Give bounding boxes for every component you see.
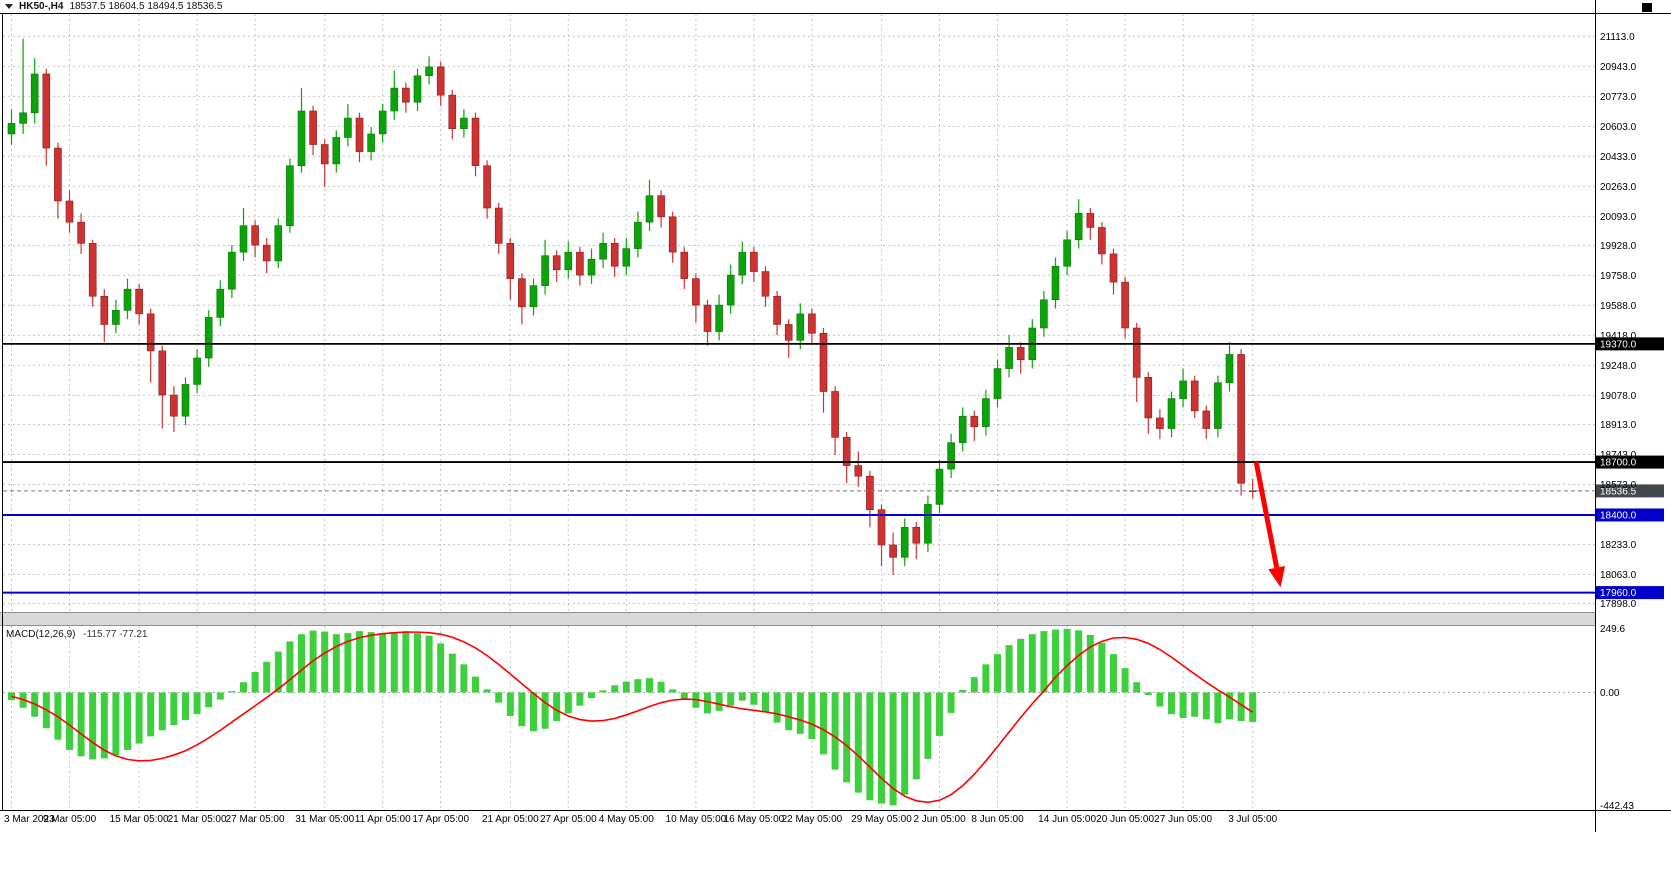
badge-support-18700	[1596, 455, 1664, 469]
macd-axis-labels: 249.6 0.00 -442.43	[1600, 624, 1634, 812]
svg-text:19248.0: 19248.0	[1600, 361, 1637, 372]
svg-text:18573.0: 18573.0	[1600, 480, 1637, 491]
svg-text:20603.0: 20603.0	[1600, 122, 1637, 133]
svg-text:20093.0: 20093.0	[1600, 212, 1637, 223]
svg-text:8 Jun 05:00: 8 Jun 05:00	[971, 814, 1024, 825]
svg-text:18743.0: 18743.0	[1600, 450, 1637, 461]
svg-text:20263.0: 20263.0	[1600, 182, 1637, 193]
macd-legend: MACD(12,26,9) -115.77 -77.21	[6, 629, 148, 640]
svg-text:11 Apr 05:00: 11 Apr 05:00	[355, 814, 411, 825]
svg-text:31 Mar 05:00: 31 Mar 05:00	[295, 814, 354, 825]
svg-text:15 Mar 05:00: 15 Mar 05:00	[110, 814, 169, 825]
ohlc-values: 18537.5 18604.5 18494.5 18536.5	[69, 1, 223, 12]
macd-histogram	[8, 628, 1257, 806]
macd-indicator-values: -115.77 -77.21	[83, 629, 148, 640]
svg-text:17 Apr 05:00: 17 Apr 05:00	[412, 814, 469, 825]
badge-bid-price	[1596, 484, 1664, 498]
svg-text:20 Jun 05:00: 20 Jun 05:00	[1096, 814, 1154, 825]
svg-text:22 May 05:00: 22 May 05:00	[782, 814, 843, 825]
svg-text:19078.0: 19078.0	[1600, 391, 1637, 402]
svg-text:249.6: 249.6	[1600, 624, 1625, 635]
svg-text:21 Mar 05:00: 21 Mar 05:00	[168, 814, 227, 825]
svg-text:18400.0: 18400.0	[1600, 510, 1637, 521]
svg-text:18700.0: 18700.0	[1600, 458, 1637, 469]
svg-text:18913.0: 18913.0	[1600, 420, 1637, 431]
svg-text:19928.0: 19928.0	[1600, 241, 1637, 252]
one-click-trading-icon[interactable]	[5, 4, 13, 9]
trend-arrow[interactable]	[1253, 461, 1286, 588]
svg-text:27 Mar 05:00: 27 Mar 05:00	[226, 814, 285, 825]
svg-text:-442.43: -442.43	[1600, 801, 1634, 812]
svg-text:2 Jun 05:00: 2 Jun 05:00	[913, 814, 966, 825]
price-level-lines[interactable]	[3, 342, 1595, 594]
svg-text:16 May 05:00: 16 May 05:00	[724, 814, 785, 825]
svg-text:14 Jun 05:00: 14 Jun 05:00	[1038, 814, 1096, 825]
svg-text:29 May 05:00: 29 May 05:00	[851, 814, 912, 825]
svg-text:18536.5: 18536.5	[1600, 486, 1637, 497]
svg-text:20433.0: 20433.0	[1600, 152, 1637, 163]
panel-separator[interactable]	[0, 612, 1595, 626]
svg-text:0.00: 0.00	[1600, 688, 1620, 699]
svg-text:19588.0: 19588.0	[1600, 301, 1637, 312]
chart-shift-marker[interactable]	[1642, 3, 1652, 12]
svg-text:20943.0: 20943.0	[1600, 62, 1637, 73]
macd-signal-line	[11, 631, 1254, 804]
svg-text:17960.0: 17960.0	[1600, 588, 1637, 599]
svg-text:27 Apr 05:00: 27 Apr 05:00	[540, 814, 597, 825]
svg-text:18233.0: 18233.0	[1600, 540, 1637, 551]
svg-text:3 Mar 2023: 3 Mar 2023	[4, 814, 55, 825]
svg-text:20773.0: 20773.0	[1600, 92, 1637, 103]
svg-text:21113.0: 21113.0	[1600, 32, 1635, 43]
svg-text:27 Jun 05:00: 27 Jun 05:00	[1154, 814, 1212, 825]
svg-text:3 Jul 05:00: 3 Jul 05:00	[1228, 814, 1277, 825]
symbol-timeframe-label: HK50-,H4	[19, 1, 64, 12]
svg-text:9 Mar 05:00: 9 Mar 05:00	[43, 814, 97, 825]
svg-text:19418.0: 19418.0	[1600, 331, 1637, 342]
svg-text:10 May 05:00: 10 May 05:00	[666, 814, 727, 825]
svg-text:4 May 05:00: 4 May 05:00	[599, 814, 654, 825]
svg-text:19370.0: 19370.0	[1600, 339, 1637, 350]
gridlines	[3, 14, 1595, 810]
svg-text:21 Apr 05:00: 21 Apr 05:00	[482, 814, 539, 825]
svg-text:18063.0: 18063.0	[1600, 570, 1637, 581]
svg-text:19758.0: 19758.0	[1600, 271, 1637, 282]
badge-target-17960	[1596, 586, 1664, 600]
badge-resistance-19370	[1596, 337, 1664, 351]
svg-text:17898.0: 17898.0	[1600, 599, 1637, 610]
badge-support-18400	[1596, 508, 1664, 522]
symbol-ohlc-header: HK50-,H4 18537.5 18604.5 18494.5 18536.5	[5, 1, 222, 12]
macd-indicator-label: MACD(12,26,9)	[6, 629, 76, 640]
price-axis-labels: 21113.0 20943.0 20773.0 20603.0 20433.0 20263…	[1600, 32, 1637, 610]
price-axis-badges: 19370.0 18700.0 18536.5 18400.0 17960.0	[1596, 337, 1664, 600]
